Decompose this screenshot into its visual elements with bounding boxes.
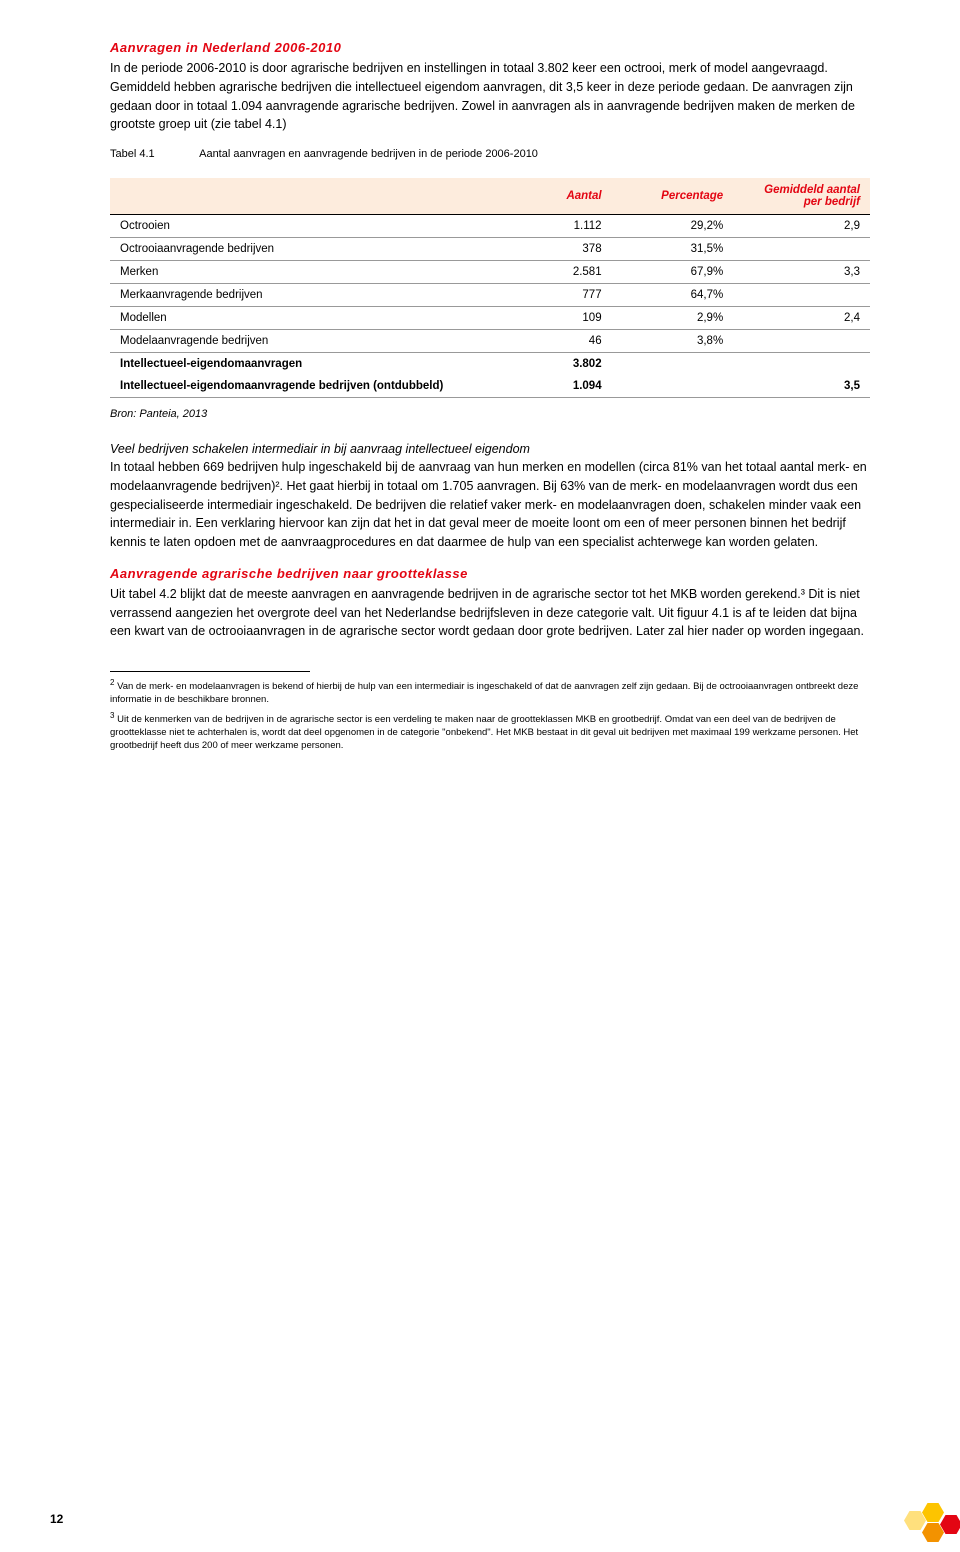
page-number: 12	[50, 1512, 63, 1526]
section-heading: Aanvragende agrarische bedrijven naar gr…	[110, 566, 870, 581]
cell-percentage: 31,5%	[612, 238, 734, 261]
row-label: Merken	[110, 261, 505, 284]
cell-percentage: 3,8%	[612, 330, 734, 353]
table-row: Octrooien1.11229,2%2,9	[110, 215, 870, 238]
body-paragraph: In totaal hebben 669 bedrijven hulp inge…	[110, 458, 870, 552]
row-label: Intellectueel-eigendomaanvragen	[110, 353, 505, 376]
section-heading: Aanvragen in Nederland 2006-2010	[110, 40, 870, 55]
row-label: Merkaanvragende bedrijven	[110, 284, 505, 307]
cell-gemiddeld: 3,3	[733, 261, 870, 284]
cell-aantal: 777	[505, 284, 611, 307]
body-paragraph: Uit tabel 4.2 blijkt dat de meeste aanvr…	[110, 585, 870, 641]
cell-gemiddeld: 2,4	[733, 307, 870, 330]
table-row: Intellectueel-eigendomaanvragende bedrij…	[110, 375, 870, 398]
cell-gemiddeld	[733, 284, 870, 307]
cell-gemiddeld	[733, 353, 870, 376]
table-row: Merken2.58167,9%3,3	[110, 261, 870, 284]
th-blank	[110, 178, 505, 215]
table-row: Merkaanvragende bedrijven77764,7%	[110, 284, 870, 307]
corner-graphic	[890, 1502, 960, 1552]
cell-aantal: 2.581	[505, 261, 611, 284]
cell-aantal: 3.802	[505, 353, 611, 376]
data-table: Aantal Percentage Gemiddeld aantal per b…	[110, 178, 870, 398]
hex-icon	[922, 1523, 944, 1542]
cell-aantal: 1.112	[505, 215, 611, 238]
th-aantal: Aantal	[505, 178, 611, 215]
cell-percentage: 67,9%	[612, 261, 734, 284]
cell-gemiddeld: 2,9	[733, 215, 870, 238]
table-source: Bron: Panteia, 2013	[110, 408, 870, 420]
th-gemiddeld: Gemiddeld aantal per bedrijf	[733, 178, 870, 215]
cell-aantal: 1.094	[505, 375, 611, 398]
footnote-separator	[110, 671, 310, 672]
th-percentage: Percentage	[612, 178, 734, 215]
cell-gemiddeld: 3,5	[733, 375, 870, 398]
table-row: Modelaanvragende bedrijven463,8%	[110, 330, 870, 353]
table-row: Octrooiaanvragende bedrijven37831,5%	[110, 238, 870, 261]
row-label: Modellen	[110, 307, 505, 330]
body-paragraph: In de periode 2006-2010 is door agrarisc…	[110, 59, 870, 134]
row-label: Modelaanvragende bedrijven	[110, 330, 505, 353]
cell-percentage	[612, 353, 734, 376]
cell-percentage: 29,2%	[612, 215, 734, 238]
cell-percentage	[612, 375, 734, 398]
cell-gemiddeld	[733, 238, 870, 261]
footnote-3: 3 Uit de kenmerken van de bedrijven in d…	[110, 711, 870, 753]
cell-percentage: 2,9%	[612, 307, 734, 330]
hex-icon	[922, 1503, 944, 1522]
sub-heading-italic: Veel bedrijven schakelen intermediair in…	[110, 442, 870, 456]
table-caption: Tabel 4.1 Aantal aanvragen en aanvragend…	[110, 148, 870, 160]
cell-aantal: 378	[505, 238, 611, 261]
cell-aantal: 46	[505, 330, 611, 353]
table-caption-text: Aantal aanvragen en aanvragende bedrijve…	[199, 148, 538, 160]
hex-icon	[904, 1511, 926, 1530]
footnote-2: 2 Van de merk- en modelaanvragen is beke…	[110, 678, 870, 707]
row-label: Octrooiaanvragende bedrijven	[110, 238, 505, 261]
table-row: Modellen1092,9%2,4	[110, 307, 870, 330]
cell-aantal: 109	[505, 307, 611, 330]
table-row: Intellectueel-eigendomaanvragen3.802	[110, 353, 870, 376]
row-label: Octrooien	[110, 215, 505, 238]
cell-gemiddeld	[733, 330, 870, 353]
row-label: Intellectueel-eigendomaanvragende bedrij…	[110, 375, 505, 398]
table-label: Tabel 4.1	[110, 148, 155, 160]
cell-percentage: 64,7%	[612, 284, 734, 307]
